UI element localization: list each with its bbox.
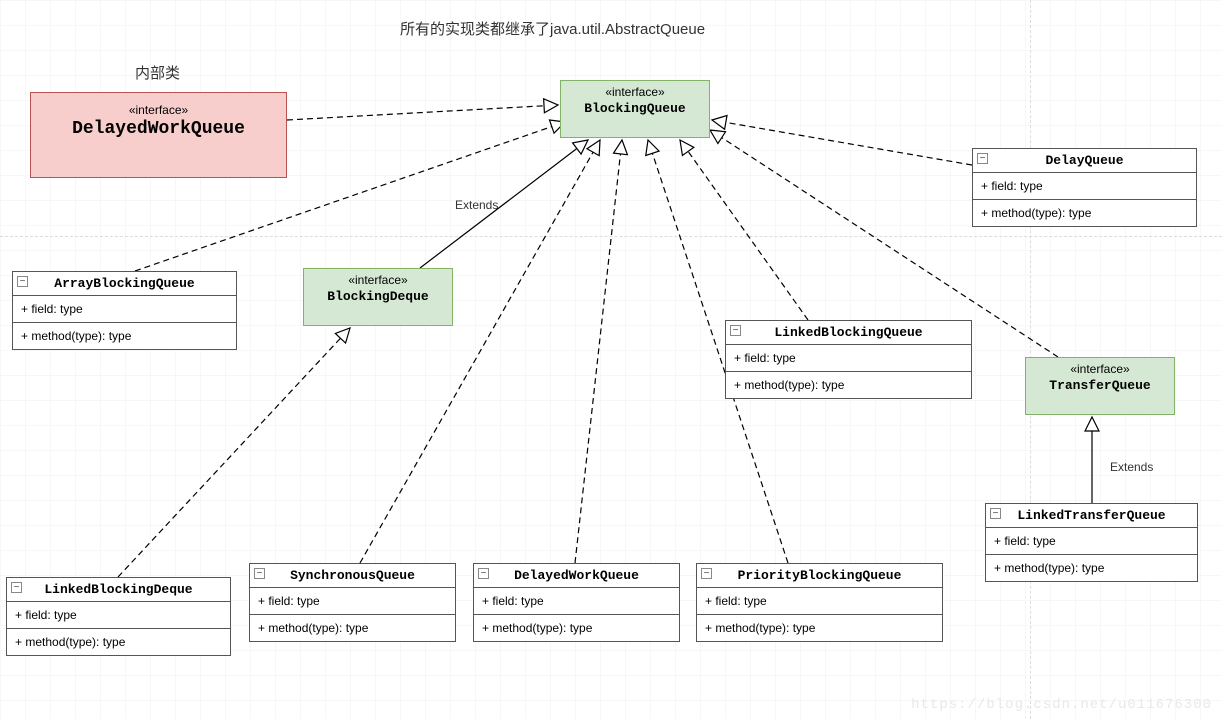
diagram-title: 所有的实现类都继承了java.util.AbstractQueue	[400, 18, 705, 39]
methods-compartment: + method(type): type	[726, 371, 971, 398]
methods-compartment: + method(type): type	[7, 628, 230, 655]
node-priorityblockingqueue[interactable]: − PriorityBlockingQueue + field: type + …	[696, 563, 943, 642]
fields-compartment: + field: type	[474, 588, 679, 614]
node-delayqueue[interactable]: − DelayQueue + field: type + method(type…	[972, 148, 1197, 227]
collapse-icon[interactable]: −	[977, 153, 988, 164]
class-title: SynchronousQueue	[256, 568, 449, 583]
fields-compartment: + field: type	[13, 296, 236, 322]
stereotype-label: «interface»	[37, 103, 280, 117]
class-title: DelayQueue	[979, 153, 1190, 168]
fields-compartment: + field: type	[250, 588, 455, 614]
methods-compartment: + method(type): type	[13, 322, 236, 349]
class-title: LinkedBlockingDeque	[13, 582, 224, 597]
node-linkedtransferqueue[interactable]: − LinkedTransferQueue + field: type + me…	[985, 503, 1198, 582]
class-title: DelayedWorkQueue	[480, 568, 673, 583]
methods-compartment: + method(type): type	[986, 554, 1197, 581]
collapse-icon[interactable]: −	[11, 582, 22, 593]
node-arrayblockingqueue[interactable]: − ArrayBlockingQueue + field: type + met…	[12, 271, 237, 350]
class-title: PriorityBlockingQueue	[703, 568, 936, 583]
class-title: BlockingQueue	[567, 101, 703, 116]
node-blockingqueue[interactable]: «interface» BlockingQueue	[560, 80, 710, 138]
fields-compartment: + field: type	[726, 345, 971, 371]
collapse-icon[interactable]: −	[701, 568, 712, 579]
inner-class-label: 内部类	[135, 62, 180, 83]
methods-compartment: + method(type): type	[250, 614, 455, 641]
fields-compartment: + field: type	[7, 602, 230, 628]
node-transferqueue[interactable]: «interface» TransferQueue	[1025, 357, 1175, 415]
edge-label: Extends	[1110, 460, 1153, 474]
node-delayedworkqueue-interface[interactable]: «interface» DelayedWorkQueue	[30, 92, 287, 178]
methods-compartment: + method(type): type	[697, 614, 942, 641]
node-synchronousqueue[interactable]: − SynchronousQueue + field: type + metho…	[249, 563, 456, 642]
fields-compartment: + field: type	[986, 528, 1197, 554]
collapse-icon[interactable]: −	[990, 508, 1001, 519]
collapse-icon[interactable]: −	[730, 325, 741, 336]
node-linkedblockingqueue[interactable]: − LinkedBlockingQueue + field: type + me…	[725, 320, 972, 399]
collapse-icon[interactable]: −	[478, 568, 489, 579]
class-title: LinkedBlockingQueue	[732, 325, 965, 340]
class-title: ArrayBlockingQueue	[19, 276, 230, 291]
uml-canvas: 所有的实现类都继承了java.util.AbstractQueue 内部类 «i…	[0, 0, 1222, 719]
stereotype-label: «interface»	[567, 85, 703, 99]
methods-compartment: + method(type): type	[474, 614, 679, 641]
collapse-icon[interactable]: −	[254, 568, 265, 579]
fields-compartment: + field: type	[973, 173, 1196, 199]
node-linkedblockingdeque[interactable]: − LinkedBlockingDeque + field: type + me…	[6, 577, 231, 656]
stereotype-label: «interface»	[310, 273, 446, 287]
node-blockingdeque[interactable]: «interface» BlockingDeque	[303, 268, 453, 326]
class-title: TransferQueue	[1032, 378, 1168, 393]
class-title: BlockingDeque	[310, 289, 446, 304]
collapse-icon[interactable]: −	[17, 276, 28, 287]
methods-compartment: + method(type): type	[973, 199, 1196, 226]
edge-label: Extends	[455, 198, 498, 212]
stereotype-label: «interface»	[1032, 362, 1168, 376]
page-break-horizontal	[0, 236, 1222, 237]
fields-compartment: + field: type	[697, 588, 942, 614]
class-title: DelayedWorkQueue	[37, 119, 280, 139]
watermark: https://blog.csdn.net/u011676300	[911, 697, 1212, 713]
node-delayedworkqueue-class[interactable]: − DelayedWorkQueue + field: type + metho…	[473, 563, 680, 642]
class-title: LinkedTransferQueue	[992, 508, 1191, 523]
